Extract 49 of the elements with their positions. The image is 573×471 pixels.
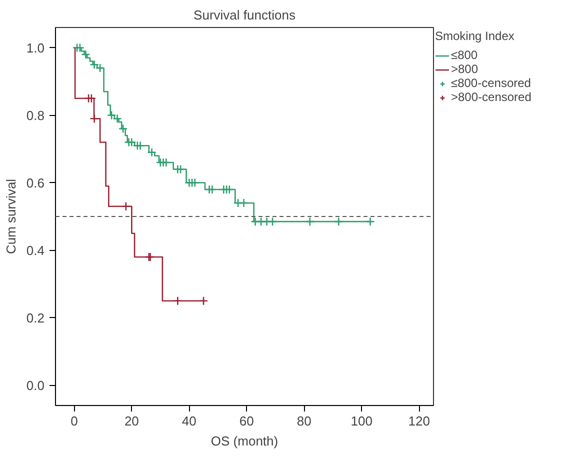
x-tick-label: 100 bbox=[350, 414, 372, 428]
point bbox=[233, 198, 243, 208]
x-axis-title: OS (month) bbox=[210, 434, 278, 448]
point bbox=[224, 184, 234, 194]
y-tick-label: 0.8 bbox=[26, 108, 45, 123]
x-tick-label: 60 bbox=[239, 414, 254, 428]
y-axis-title: Cum survival bbox=[3, 178, 18, 254]
point bbox=[127, 138, 136, 147]
point bbox=[118, 124, 128, 134]
point bbox=[239, 198, 248, 208]
point bbox=[305, 216, 315, 226]
y-tick-label: 0.4 bbox=[26, 242, 45, 258]
chart-title: Survival functions bbox=[194, 8, 296, 22]
legend-label: ≤800-censored bbox=[451, 76, 531, 90]
point bbox=[95, 63, 105, 73]
x-tick-label: 40 bbox=[182, 414, 196, 428]
y-tick-label: 0.0 bbox=[26, 378, 45, 393]
legend-label: ≤800 bbox=[451, 48, 478, 62]
point bbox=[198, 296, 208, 306]
x-tick-label: 0 bbox=[70, 414, 78, 428]
point bbox=[366, 216, 375, 226]
point bbox=[208, 184, 217, 194]
point bbox=[90, 60, 99, 70]
point bbox=[121, 202, 131, 212]
point bbox=[250, 216, 260, 226]
legend-label: >800-censored bbox=[451, 90, 532, 104]
legend-label: >800 bbox=[451, 62, 478, 76]
y-tick-label: 1.0 bbox=[26, 40, 45, 56]
point bbox=[147, 148, 156, 158]
point bbox=[106, 110, 116, 120]
y-tick-label: 0.2 bbox=[26, 310, 45, 326]
point bbox=[162, 158, 171, 168]
point bbox=[334, 216, 344, 226]
point bbox=[173, 296, 182, 306]
point bbox=[176, 164, 186, 174]
point bbox=[262, 216, 272, 226]
point bbox=[75, 43, 85, 52]
point bbox=[81, 50, 90, 60]
y-tick-label: 0.6 bbox=[26, 175, 45, 190]
point bbox=[268, 216, 278, 226]
point bbox=[90, 114, 99, 124]
legend-title: Smoking Index bbox=[435, 29, 516, 43]
point bbox=[136, 140, 145, 150]
point bbox=[112, 114, 122, 124]
x-tick-label: 120 bbox=[408, 414, 430, 428]
point bbox=[86, 94, 96, 104]
x-tick-label: 80 bbox=[296, 414, 312, 428]
point bbox=[256, 216, 266, 226]
x-tick-label: 20 bbox=[124, 414, 139, 428]
